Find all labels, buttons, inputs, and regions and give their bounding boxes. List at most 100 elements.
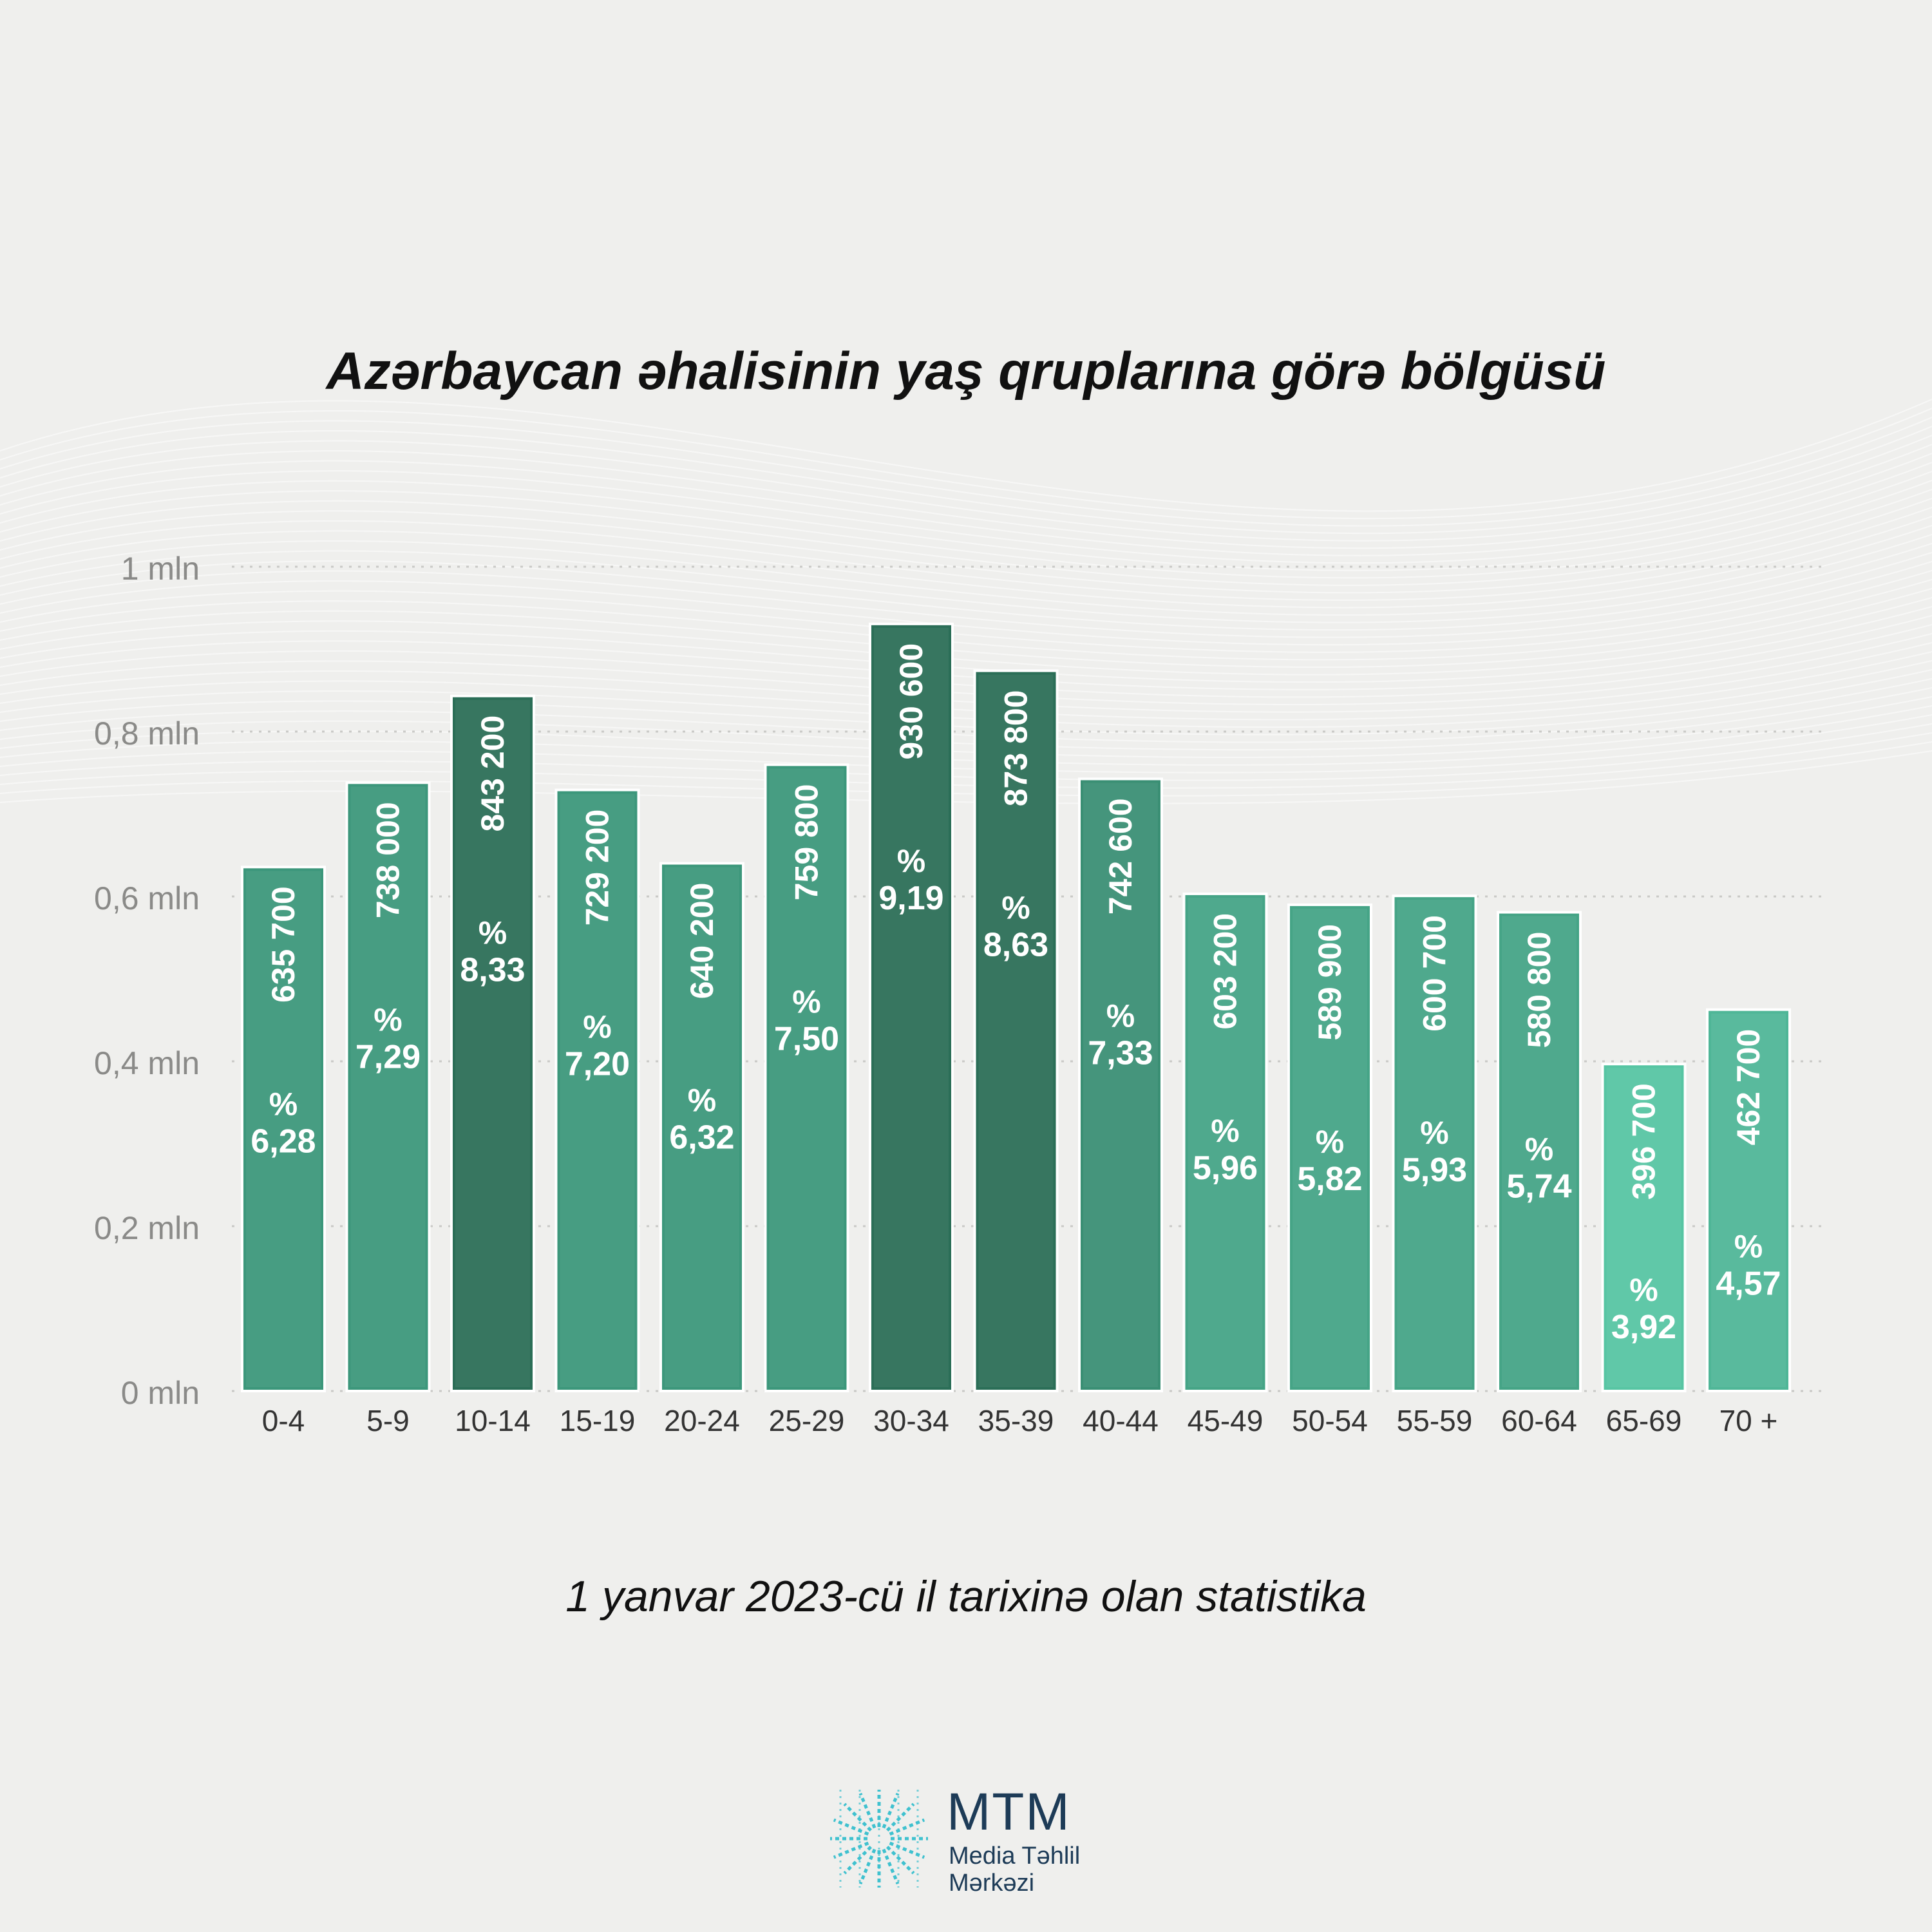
bar-percent-label: 5,82 <box>1297 1160 1362 1198</box>
bar-group: 843 200%8,33 <box>450 694 535 1392</box>
bar <box>554 788 640 1392</box>
bar-group: 930 600%9,19 <box>869 622 954 1392</box>
bar-value-label: 600 700 <box>1417 915 1453 1032</box>
bar-highlight <box>769 768 844 1387</box>
y-tick-label: 0 mln <box>121 1375 200 1411</box>
bar <box>345 781 431 1392</box>
bar-percent-label: 7,33 <box>1088 1034 1153 1072</box>
bar-group: 600 700%5,93 <box>1392 895 1477 1392</box>
bar-percent-symbol: % <box>478 915 507 951</box>
bar-percent-symbol: % <box>792 983 820 1019</box>
logo-abbreviation: MTM <box>947 1783 1071 1841</box>
bar-group: 738 000%7,29 <box>345 781 431 1392</box>
bar-value-label: 640 200 <box>684 883 720 999</box>
bar <box>659 862 744 1392</box>
bar <box>764 763 849 1393</box>
bar-highlight <box>1711 1013 1786 1387</box>
bar-value-label: 729 200 <box>580 810 616 926</box>
y-tick-label: 0,8 mln <box>94 715 200 752</box>
bar-percent-symbol: % <box>897 843 925 879</box>
x-tick-label: 50-54 <box>1292 1404 1368 1437</box>
bar <box>1287 903 1372 1392</box>
x-tick-label: 45-49 <box>1188 1404 1264 1437</box>
x-tick-label: 5-9 <box>366 1404 409 1437</box>
x-tick-label: 25-29 <box>769 1404 845 1437</box>
bar-group: 635 700%6,28 <box>241 866 326 1392</box>
x-tick-label: 60-64 <box>1501 1404 1577 1437</box>
bar-highlight <box>1606 1068 1681 1387</box>
bar <box>450 694 535 1392</box>
bar-percent-symbol: % <box>1420 1115 1448 1151</box>
bar-value-label: 873 800 <box>998 690 1034 807</box>
y-tick-label: 0,6 mln <box>94 880 200 916</box>
bar-group: 462 700%4,57 <box>1706 1008 1791 1392</box>
x-tick-label: 20-24 <box>664 1404 740 1437</box>
bar-percent-symbol: % <box>1106 998 1135 1034</box>
bar-percent-label: 9,19 <box>878 880 943 917</box>
bar-group: 729 200%7,20 <box>554 788 640 1392</box>
bar-percent-symbol: % <box>688 1083 716 1119</box>
bar-value-label: 396 700 <box>1626 1083 1662 1200</box>
bar-percent-label: 7,29 <box>355 1038 421 1075</box>
bar-group: 396 700%3,92 <box>1601 1063 1687 1392</box>
bar-group: 589 900%5,82 <box>1287 903 1372 1392</box>
bar-percent-symbol: % <box>1734 1229 1763 1265</box>
bar-value-label: 635 700 <box>265 886 301 1003</box>
bar-percent-label: 3,92 <box>1611 1309 1676 1346</box>
bar-value-label: 742 600 <box>1103 798 1139 914</box>
x-tick-label: 40-44 <box>1083 1404 1159 1437</box>
bar-highlight <box>978 674 1054 1387</box>
bar-highlight <box>455 699 530 1387</box>
bar-highlight <box>1293 908 1367 1387</box>
chart-title: Azərbaycan əhalisinin yaş qruplarına gör… <box>326 342 1606 401</box>
bar-value-label: 738 000 <box>370 802 406 918</box>
bar-percent-symbol: % <box>374 1001 402 1037</box>
bar <box>1497 911 1582 1393</box>
bar-percent-symbol: % <box>583 1009 611 1045</box>
bar-group: 603 200%5,96 <box>1182 892 1268 1393</box>
y-tick-label: 0,2 mln <box>94 1210 200 1246</box>
bar <box>869 622 954 1392</box>
bar-percent-label: 8,63 <box>983 927 1048 964</box>
x-tick-label: 30-34 <box>873 1404 949 1437</box>
logo-name-line-2: Mərkəzi <box>949 1870 1035 1897</box>
bar <box>1392 895 1477 1392</box>
bar-percent-label: 7,50 <box>774 1020 839 1057</box>
bar-group: 873 800%8,63 <box>973 669 1059 1392</box>
x-tick-label: 65-69 <box>1606 1404 1682 1437</box>
bar-value-label: 843 200 <box>475 715 511 832</box>
mtm-logo: MTM Media Təhlil Mərkəzi <box>828 1783 1124 1897</box>
bar-group: 742 600%7,33 <box>1078 777 1163 1393</box>
bar-highlight <box>1188 897 1263 1387</box>
bar-value-label: 759 800 <box>789 784 825 900</box>
x-tick-label: 35-39 <box>978 1404 1054 1437</box>
logo-name-line-1: Media Təhlil <box>949 1842 1081 1870</box>
bar-highlight <box>350 786 426 1387</box>
bar-percent-symbol: % <box>1629 1272 1658 1308</box>
bar-percent-label: 4,57 <box>1716 1265 1781 1303</box>
bar <box>1078 777 1163 1393</box>
y-tick-label: 0,4 mln <box>94 1045 200 1081</box>
bar-highlight <box>874 627 949 1387</box>
bar-highlight <box>560 793 635 1387</box>
bar-value-label: 603 200 <box>1208 913 1244 1030</box>
bar-percent-symbol: % <box>1525 1132 1553 1168</box>
logo-mark-icon <box>830 1790 928 1888</box>
bar-percent-label: 5,96 <box>1193 1150 1258 1187</box>
x-tick-label: 55-59 <box>1397 1404 1473 1437</box>
x-tick-label: 0-4 <box>262 1404 305 1437</box>
bar-percent-label: 5,74 <box>1506 1168 1571 1206</box>
bar-percent-label: 6,28 <box>251 1122 316 1160</box>
x-tick-label: 70 + <box>1719 1404 1778 1437</box>
bar <box>1706 1008 1791 1392</box>
bar-percent-symbol: % <box>1211 1113 1239 1149</box>
y-tick-label: 1 mln <box>121 551 200 587</box>
bar-value-label: 580 800 <box>1521 932 1557 1048</box>
bar-percent-label: 7,20 <box>565 1046 630 1083</box>
bar-highlight <box>1502 916 1577 1387</box>
bar-highlight <box>1083 782 1158 1387</box>
bar <box>241 866 326 1392</box>
bar-percent-symbol: % <box>1316 1124 1344 1160</box>
